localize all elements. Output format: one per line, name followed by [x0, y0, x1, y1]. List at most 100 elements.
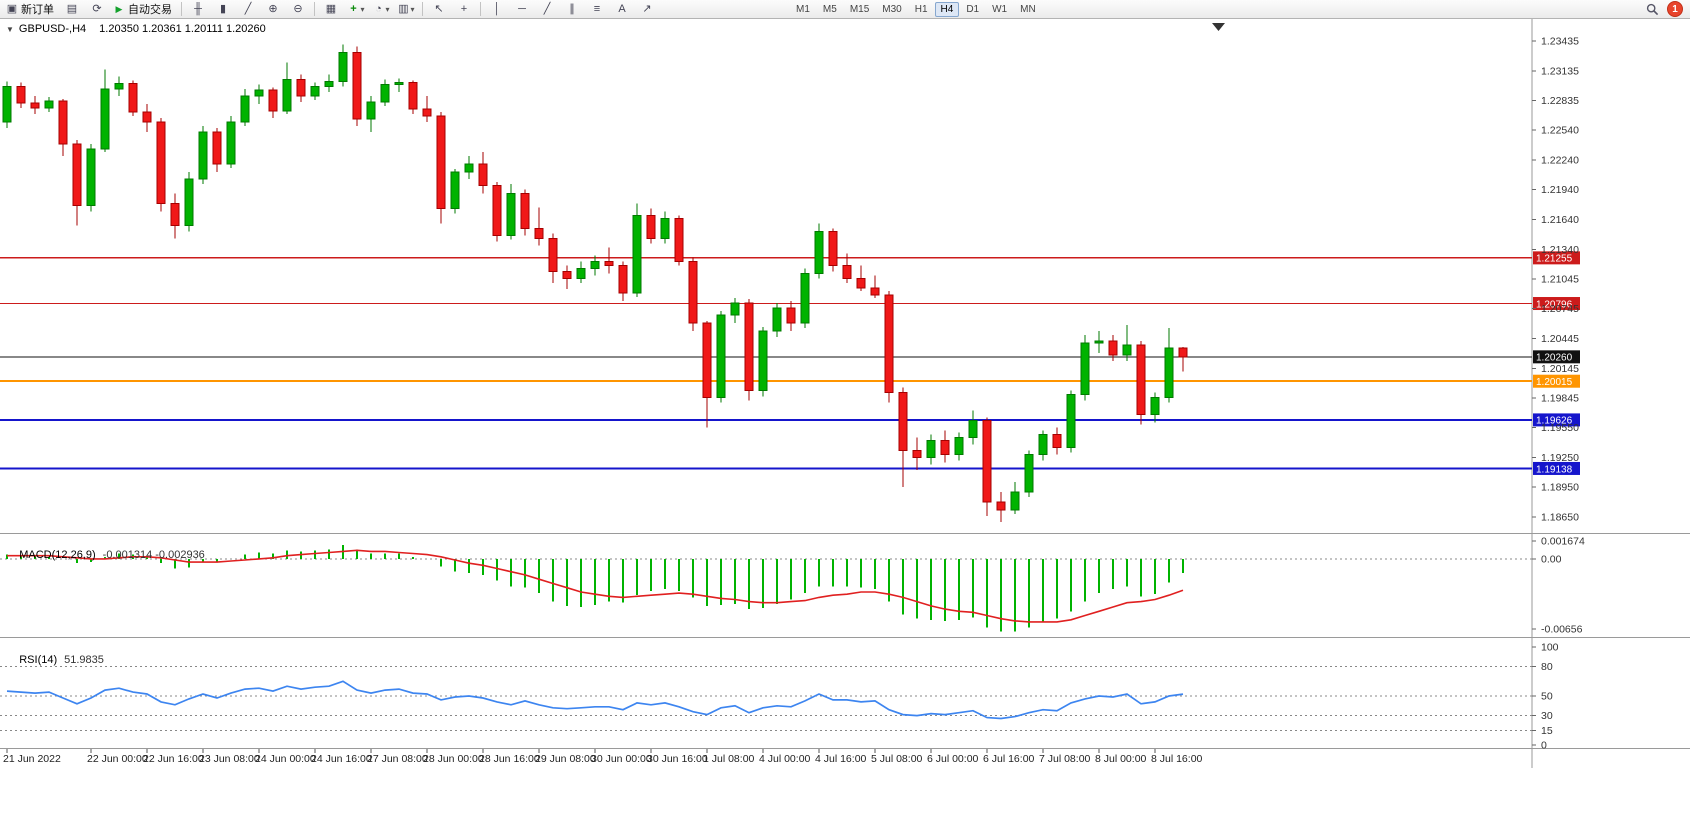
svg-text:22 Jun 16:00: 22 Jun 16:00	[143, 753, 204, 765]
svg-text:-0.00656: -0.00656	[1541, 624, 1583, 636]
tab-timeframe-d1[interactable]: D1	[966, 3, 980, 15]
svg-text:1.21045: 1.21045	[1541, 273, 1579, 285]
tile-windows-button[interactable]: ▦	[319, 0, 343, 18]
svg-text:6 Jul 16:00: 6 Jul 16:00	[983, 753, 1035, 765]
toolbar-separator	[422, 2, 423, 16]
channel-button[interactable]: ∥	[560, 0, 584, 18]
tab-timeframe-m30[interactable]: M30	[882, 3, 902, 15]
macd-signal-line	[7, 549, 1184, 623]
tab-timeframe-m5[interactable]: M5	[822, 3, 837, 15]
horizontal-lines[interactable]	[0, 257, 1532, 470]
template-icon: ▥	[398, 3, 409, 15]
macd-panel: 0.001674 0.00 -0.00656	[0, 536, 1585, 636]
horizontal-line-icon: ─	[518, 3, 526, 15]
chevron-down-icon: ▾	[360, 4, 365, 14]
price-scale[interactable]: 1.23435 1.23135 1.22835 1.22540 1.22240 1.219…	[1532, 36, 1579, 524]
templates-button[interactable]: ▥ ▾	[394, 0, 418, 18]
trendline-icon: ╱	[543, 3, 551, 15]
crosshair-button[interactable]: +	[452, 0, 476, 18]
svg-text:1.19626: 1.19626	[1536, 416, 1573, 427]
symbol-dropdown-icon[interactable]: ▼	[6, 24, 14, 34]
vertical-line-icon: │	[493, 3, 501, 15]
svg-text:1.20745: 1.20745	[1541, 303, 1579, 315]
macd-values: -0.001314 -0.002936	[102, 549, 205, 561]
arrow-icon: ↗	[642, 3, 652, 15]
new-order-button[interactable]: ▣ 新订单	[3, 0, 59, 18]
svg-text:1.21640: 1.21640	[1541, 214, 1579, 226]
chevron-down-icon: ▾	[410, 4, 415, 14]
charts-profile-button[interactable]: ▤	[60, 0, 84, 18]
svg-text:8 Jul 00:00: 8 Jul 00:00	[1095, 753, 1147, 765]
symbol-name: GBPUSD-,H4	[18, 23, 87, 35]
refresh-icon: ⟳	[92, 3, 102, 15]
indicators-button[interactable]: + ▾	[344, 0, 368, 18]
svg-text:1.23135: 1.23135	[1541, 65, 1579, 77]
fibonacci-button[interactable]: ≡	[585, 0, 609, 18]
svg-text:50: 50	[1541, 691, 1553, 703]
bar-chart-icon: ╫	[194, 3, 202, 15]
svg-text:4 Jul 00:00: 4 Jul 00:00	[759, 753, 811, 765]
zoom-out-button[interactable]: ⊖	[286, 0, 310, 18]
tab-timeframe-w1[interactable]: W1	[992, 3, 1008, 15]
text-icon: A	[618, 3, 626, 15]
bar-chart-button[interactable]: ╫	[186, 0, 210, 18]
vertical-line-button[interactable]: │	[485, 0, 509, 18]
svg-text:1.21340: 1.21340	[1541, 244, 1579, 256]
svg-text:1.19845: 1.19845	[1541, 393, 1579, 405]
arrow-tool-button[interactable]: ↗	[635, 0, 659, 18]
svg-text:6 Jul 00:00: 6 Jul 00:00	[927, 753, 979, 765]
cursor-button[interactable]: ↖	[427, 0, 451, 18]
trendline-button[interactable]: ╱	[535, 0, 559, 18]
timeframe-toolbar: M1 M5 M15 M30 H1 H4 D1 W1 MN	[790, 1, 1042, 17]
svg-text:28 Jun 00:00: 28 Jun 00:00	[423, 753, 484, 765]
zoom-in-icon: ⊕	[268, 3, 278, 15]
periods-button[interactable]: ◔ ▾	[369, 0, 393, 18]
svg-text:1.20445: 1.20445	[1541, 333, 1579, 345]
candlestick-chart-button[interactable]: ▮	[211, 0, 235, 18]
svg-text:24 Jun 16:00: 24 Jun 16:00	[311, 753, 372, 765]
price-tags: 1.21255 1.20796 1.20260 1.20015 1.19626 1.191…	[1533, 251, 1580, 475]
svg-text:4 Jul 16:00: 4 Jul 16:00	[815, 753, 867, 765]
horizontal-line-button[interactable]: ─	[510, 0, 534, 18]
indicators-icon: +	[350, 3, 357, 15]
text-tool-button[interactable]: A	[610, 0, 634, 18]
zoom-in-button[interactable]: ⊕	[261, 0, 285, 18]
tab-timeframe-h4[interactable]: H4	[934, 1, 960, 17]
svg-text:1.19550: 1.19550	[1541, 422, 1579, 434]
svg-text:1.23435: 1.23435	[1541, 36, 1579, 48]
new-order-icon: ▣	[6, 3, 18, 15]
rsi-line	[6, 680, 1184, 720]
svg-text:7 Jul 08:00: 7 Jul 08:00	[1039, 753, 1091, 765]
tab-timeframe-m1[interactable]: M1	[796, 3, 810, 15]
toolbar-separator	[181, 2, 182, 16]
channel-icon: ∥	[569, 3, 575, 15]
svg-text:80: 80	[1541, 661, 1553, 673]
notification-badge[interactable]: 1	[1667, 1, 1683, 17]
tab-timeframe-m15[interactable]: M15	[849, 3, 870, 15]
search-button[interactable]	[1640, 0, 1664, 18]
line-chart-button[interactable]: ╱	[236, 0, 260, 18]
cursor-icon: ↖	[434, 3, 444, 15]
svg-text:15: 15	[1541, 725, 1553, 737]
tab-timeframe-h1[interactable]: H1	[914, 3, 928, 15]
svg-text:30: 30	[1541, 710, 1553, 722]
svg-text:1 Jul 08:00: 1 Jul 08:00	[703, 753, 755, 765]
svg-text:1.20260: 1.20260	[1536, 353, 1573, 364]
scroll-to-end-marker[interactable]	[1212, 23, 1225, 31]
svg-text:1.18650: 1.18650	[1541, 511, 1579, 523]
autotrading-play-icon: ▶	[115, 4, 123, 14]
svg-text:1.21940: 1.21940	[1541, 184, 1579, 196]
rsi-value: 51.9835	[64, 654, 104, 666]
svg-text:1.21255: 1.21255	[1536, 254, 1573, 265]
svg-text:22 Jun 00:00: 22 Jun 00:00	[87, 753, 148, 765]
refresh-button[interactable]: ⟳	[85, 0, 109, 18]
svg-text:23 Jun 08:00: 23 Jun 08:00	[199, 753, 260, 765]
panel-borders[interactable]	[0, 19, 1690, 768]
tab-timeframe-mn[interactable]: MN	[1020, 3, 1036, 15]
svg-text:1.20145: 1.20145	[1541, 363, 1579, 375]
autotrading-button[interactable]: ▶ 自动交易	[110, 0, 177, 18]
svg-text:1.18950: 1.18950	[1541, 482, 1579, 494]
new-order-label: 新订单	[21, 4, 54, 16]
